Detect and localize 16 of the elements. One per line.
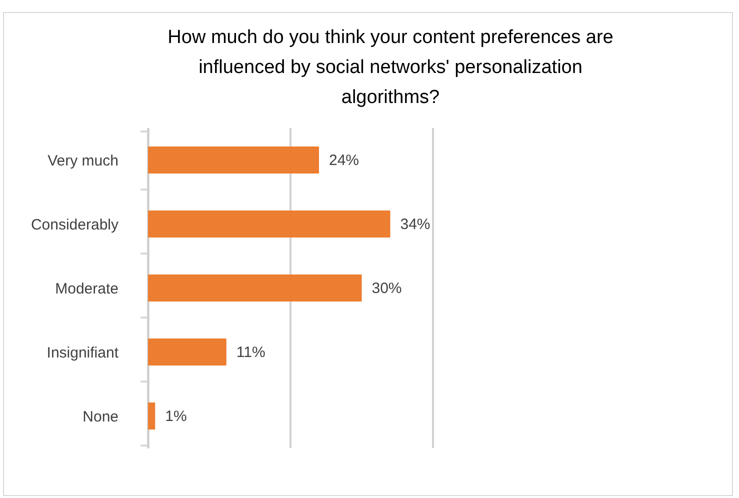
data-label: 11% <box>236 344 266 361</box>
y-tick-label: Considerably <box>30 216 119 234</box>
y-tick-label: Moderate <box>55 280 118 298</box>
bar <box>148 146 319 174</box>
chart-title: How much do you think your content preferences are influenced by social networks' personalization algorithms? <box>168 27 614 108</box>
data-label: 1% <box>165 408 187 425</box>
data-label: 24% <box>329 152 360 169</box>
y-tick-label: Insignifiant <box>46 344 120 362</box>
bar <box>148 402 156 430</box>
bar <box>148 210 390 238</box>
y-tick-label: Very much <box>48 152 118 170</box>
data-label: 34% <box>400 216 430 233</box>
data-label: 30% <box>372 280 402 297</box>
y-tick-label: None <box>82 408 118 426</box>
bar <box>148 338 226 366</box>
bar <box>148 274 362 302</box>
